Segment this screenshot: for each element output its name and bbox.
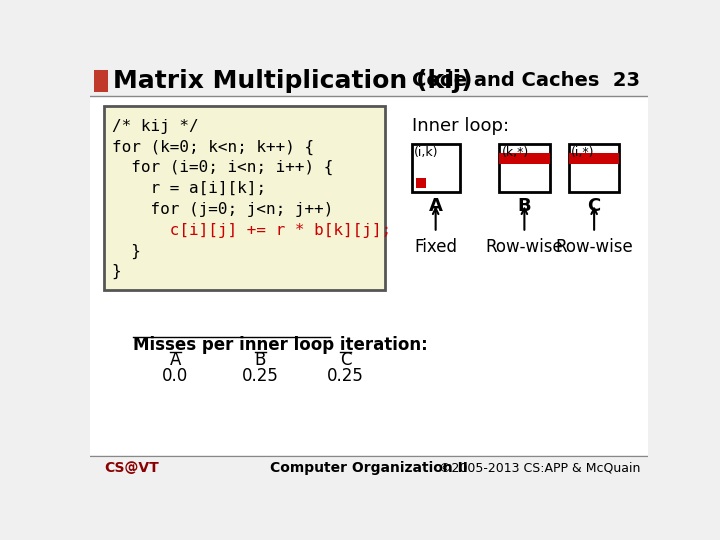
Text: }: } <box>112 244 140 259</box>
Text: Inner loop:: Inner loop: <box>412 117 509 135</box>
Text: (i,k): (i,k) <box>414 146 438 159</box>
Text: CS@VT: CS@VT <box>104 461 158 475</box>
Text: Row-wise: Row-wise <box>485 238 563 256</box>
Text: 0.25: 0.25 <box>242 367 279 384</box>
Text: }: } <box>112 264 122 279</box>
Text: C: C <box>340 351 351 369</box>
Text: Code and Caches  23: Code and Caches 23 <box>413 71 640 91</box>
Text: Computer Organization II: Computer Organization II <box>270 461 468 475</box>
Text: Fixed: Fixed <box>414 238 457 256</box>
Text: /* kij */: /* kij */ <box>112 119 198 134</box>
Text: Row-wise: Row-wise <box>555 238 633 256</box>
Text: Matrix Multiplication (kij): Matrix Multiplication (kij) <box>113 69 473 93</box>
Text: B: B <box>518 197 531 215</box>
Bar <box>569 144 619 192</box>
Text: C: C <box>588 197 600 215</box>
Bar <box>569 153 619 164</box>
Text: c[i][j] += r * b[k][j];: c[i][j] += r * b[k][j]; <box>112 222 391 238</box>
Bar <box>94 70 108 92</box>
Bar <box>104 106 384 289</box>
Text: ©2005-2013 CS:APP & McQuain: ©2005-2013 CS:APP & McQuain <box>439 462 640 475</box>
Text: B: B <box>255 351 266 369</box>
Text: A: A <box>170 351 181 369</box>
Bar <box>499 153 549 164</box>
Text: for (k=0; k<n; k++) {: for (k=0; k<n; k++) { <box>112 139 314 154</box>
Text: for (j=0; j<n; j++): for (j=0; j<n; j++) <box>112 202 333 217</box>
Text: for (i=0; i<n; i++) {: for (i=0; i<n; i++) { <box>112 160 333 176</box>
Bar <box>415 178 426 188</box>
Text: r = a[i][k];: r = a[i][k]; <box>112 181 266 196</box>
Text: (i,*): (i,*) <box>571 146 595 159</box>
Text: 0.0: 0.0 <box>162 367 189 384</box>
Text: (k,*): (k,*) <box>502 146 528 159</box>
Text: Misses per inner loop iteration:: Misses per inner loop iteration: <box>132 336 428 354</box>
Bar <box>90 96 648 457</box>
Bar <box>412 144 459 192</box>
Bar <box>499 144 549 192</box>
Text: A: A <box>428 197 443 215</box>
Text: 0.25: 0.25 <box>328 367 364 384</box>
